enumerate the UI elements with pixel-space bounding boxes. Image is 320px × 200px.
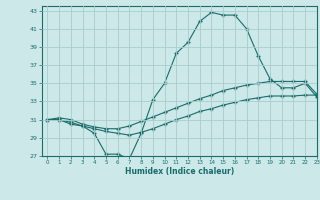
X-axis label: Humidex (Indice chaleur): Humidex (Indice chaleur) bbox=[124, 167, 234, 176]
